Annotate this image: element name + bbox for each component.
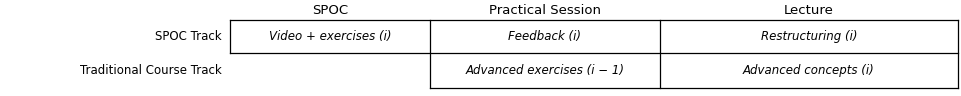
Text: Practical Session: Practical Session — [489, 3, 601, 17]
Text: Video + exercises (i): Video + exercises (i) — [269, 30, 391, 43]
Text: Traditional Course Track: Traditional Course Track — [81, 64, 222, 77]
Text: SPOC: SPOC — [312, 3, 348, 17]
Text: Advanced concepts (i): Advanced concepts (i) — [743, 64, 875, 77]
Text: Lecture: Lecture — [784, 3, 834, 17]
Text: SPOC Track: SPOC Track — [156, 30, 222, 43]
Text: Feedback (i): Feedback (i) — [508, 30, 581, 43]
Text: Advanced exercises (i − 1): Advanced exercises (i − 1) — [465, 64, 625, 77]
Text: Restructuring (i): Restructuring (i) — [761, 30, 857, 43]
